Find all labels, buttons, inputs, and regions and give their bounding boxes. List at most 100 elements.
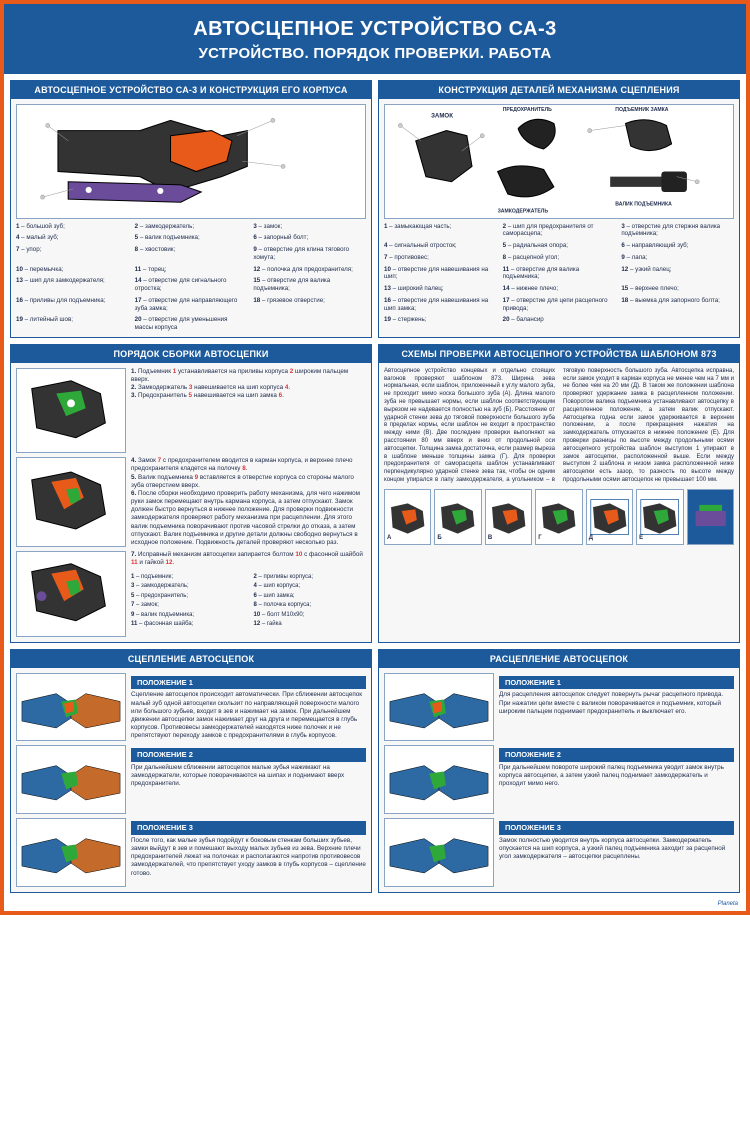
legend-item: 4 – шип корпуса;: [254, 583, 367, 591]
panel-body: Автосцепное устройство концевых и отдель…: [379, 363, 739, 642]
panel-body: 1 – большой зуб;2 – замкодержатель;3 – з…: [11, 99, 371, 337]
panel-coupling: СЦЕПЛЕНИЕ АВТОСЦЕПОК ПОЛОЖЕНИЕ 1Сцеплени…: [10, 649, 372, 893]
legend-item: 4 – сигнальный отросток;: [384, 242, 497, 250]
panel-construction: АВТОСЦЕПНОЕ УСТРОЙСТВО СА-3 И КОНСТРУКЦИ…: [10, 80, 372, 338]
legend-item: 5 – предохранитель;: [131, 593, 244, 601]
panel-title: КОНСТРУКЦИЯ ДЕТАЛЕЙ МЕХАНИЗМА СЦЕПЛЕНИЯ: [379, 81, 739, 99]
svg-text:ЗАМОК: ЗАМОК: [431, 112, 453, 119]
legend-item: 1 – замыкающая часть;: [384, 223, 497, 239]
position-diagram: [16, 673, 126, 742]
legend-item: 20 – балансир: [503, 316, 616, 324]
legend-item: 19 – стержень;: [384, 316, 497, 324]
position-diagram: [384, 673, 494, 742]
check-text: Автосцепное устройство концевых и отдель…: [384, 368, 734, 485]
diagram-step2: [16, 457, 126, 547]
legend-item: 9 – валик подъемника;: [131, 612, 244, 620]
legend-item: 4 – малый зуб;: [16, 234, 129, 242]
legend-item: 13 – широкий палец;: [384, 285, 497, 293]
legend-item: 8 – хвостовик;: [135, 246, 248, 262]
legend-item: 14 – нижнее плечо;: [503, 285, 616, 293]
panel-template-check: СХЕМЫ ПРОВЕРКИ АВТОСЦЕПНОГО УСТРОЙСТВА Ш…: [378, 344, 740, 643]
position-heading: ПОЛОЖЕНИЕ 1: [131, 676, 366, 690]
position-diagram: [384, 818, 494, 887]
panel-title: СХЕМЫ ПРОВЕРКИ АВТОСЦЕПНОГО УСТРОЙСТВА Ш…: [379, 345, 739, 363]
legend-item: 10 – перемычка;: [16, 266, 129, 274]
legend-item: 17 – отверстие для направляющего зуба за…: [135, 297, 248, 313]
panel-body: ПОЛОЖЕНИЕ 1Для расцепления автосцепок сл…: [379, 668, 739, 892]
legend-item: 2 – шип для предохранителя от саморасцеп…: [503, 223, 616, 239]
diagram-parts: ЗАМОК ПРЕДОХРАНИТЕЛЬ ПОДЪЕМНИК ЗАМКА: [384, 104, 734, 219]
check-diagram: Е: [636, 489, 683, 545]
legend-item: 3 – замок;: [253, 223, 366, 231]
check-diagram: Г: [535, 489, 582, 545]
legend-item: 11 – фасонная шайба;: [131, 621, 244, 629]
panel-body: ПОЛОЖЕНИЕ 1Сцепление автосцепок происход…: [11, 668, 371, 892]
step-text-4-6: 4. Замок 7 с предохранителем вводится в …: [131, 457, 366, 547]
legend-item: 11 – торец;: [135, 266, 248, 274]
diagram-step3: [16, 551, 126, 636]
diagram-step1: [16, 368, 126, 453]
position-text: ПОЛОЖЕНИЕ 3После того, как малые зубья п…: [131, 818, 366, 887]
legend-item: 2 – приливы корпуса;: [254, 574, 367, 582]
check-diagram: Д: [586, 489, 633, 545]
svg-text:ПОДЪЕМНИК ЗАМКА: ПОДЪЕМНИК ЗАМКА: [615, 107, 668, 113]
step-text-1-3: 1. Подъемник 1 устанавливается на прилив…: [131, 368, 366, 453]
legend-item: 17 – отверстие для цепи расцепного приво…: [503, 297, 616, 313]
diagram-coupler-body: [16, 104, 366, 219]
legend-list: 1 – большой зуб;2 – замкодержатель;3 – з…: [16, 223, 366, 332]
footer-logo: Planeta: [4, 899, 746, 911]
legend-item: 12 – гайка: [254, 621, 367, 629]
legend-item: 1 – большой зуб;: [16, 223, 129, 231]
position-row: ПОЛОЖЕНИЕ 2При дальнейшем повороте широк…: [384, 745, 734, 814]
legend-item: 7 – противовес;: [384, 254, 497, 262]
position-heading: ПОЛОЖЕНИЕ 3: [499, 821, 734, 835]
legend-item: 5 – радиальная опора;: [503, 242, 616, 250]
legend-item: 10 – отверстие для навешивания на шип;: [384, 266, 497, 282]
poster-content: АВТОСЦЕПНОЕ УСТРОЙСТВО СА-3 И КОНСТРУКЦИ…: [4, 74, 746, 899]
legend-item: 8 – полочка корпуса;: [254, 602, 367, 610]
legend-item: 6 – направляющий зуб;: [621, 242, 734, 250]
check-diagram: Б: [434, 489, 481, 545]
legend-item: 13 – шип для замкодержателя;: [16, 277, 129, 293]
panel-title: ПОРЯДОК СБОРКИ АВТОСЦЕПКИ: [11, 345, 371, 363]
position-row: ПОЛОЖЕНИЕ 1Сцепление автосцепок происход…: [16, 673, 366, 742]
panel-body: ЗАМОК ПРЕДОХРАНИТЕЛЬ ПОДЪЕМНИК ЗАМКА: [379, 99, 739, 337]
position-heading: ПОЛОЖЕНИЕ 3: [131, 821, 366, 835]
check-diagram: А: [384, 489, 431, 545]
position-text: ПОЛОЖЕНИЕ 2При дальнейшем повороте широк…: [499, 745, 734, 814]
svg-text:ВАЛИК ПОДЪЕМНИКА: ВАЛИК ПОДЪЕМНИКА: [615, 201, 672, 207]
legend-item: 6 – запорный болт;: [253, 234, 366, 242]
panel-title: АВТОСЦЕПНОЕ УСТРОЙСТВО СА-3 И КОНСТРУКЦИ…: [11, 81, 371, 99]
position-diagram: [384, 745, 494, 814]
legend-item: 7 – упор;: [16, 246, 129, 262]
position-heading: ПОЛОЖЕНИЕ 1: [499, 676, 734, 690]
svg-text:ПРЕДОХРАНИТЕЛЬ: ПРЕДОХРАНИТЕЛЬ: [503, 107, 552, 113]
diagram-row-check: АБВГДЕ: [384, 489, 734, 545]
position-diagram: [16, 745, 126, 814]
step-text-7: 7. Исправный механизм автосцепки запирае…: [131, 551, 366, 636]
legend-item: 9 – отверстие для клина тягового хомута;: [253, 246, 366, 262]
legend-item: 8 – расцепной угол;: [503, 254, 616, 262]
panel-uncoupling: РАСЦЕПЛЕНИЕ АВТОСЦЕПОК ПОЛОЖЕНИЕ 1Для ра…: [378, 649, 740, 893]
poster-header: АВТОСЦЕПНОЕ УСТРОЙСТВО СА-3 УСТРОЙСТВО. …: [4, 4, 746, 74]
legend-list: 1 – замыкающая часть; 2 – шип для предохр…: [384, 223, 734, 325]
position-text: ПОЛОЖЕНИЕ 1Для расцепления автосцепок сл…: [499, 673, 734, 742]
legend-item: 9 – лапа;: [621, 254, 734, 262]
check-diagram: В: [485, 489, 532, 545]
position-text: ПОЛОЖЕНИЕ 1Сцепление автосцепок происход…: [131, 673, 366, 742]
poster-title: АВТОСЦЕПНОЕ УСТРОЙСТВО СА-3: [14, 18, 736, 41]
panel-title: РАСЦЕПЛЕНИЕ АВТОСЦЕПОК: [379, 650, 739, 668]
legend-item: 16 – отверстие для навешивания на шип за…: [384, 297, 497, 313]
check-diagram-gauge: [687, 489, 734, 545]
legend-item: 6 – шип замка;: [254, 593, 367, 601]
legend-item: 20 – отверстие для уменьшения массы корп…: [135, 316, 248, 332]
legend-item: 19 – литейный шов;: [16, 316, 129, 332]
poster-subtitle: УСТРОЙСТВО. ПОРЯДОК ПРОВЕРКИ. РАБОТА: [14, 45, 736, 62]
position-row: ПОЛОЖЕНИЕ 1Для расцепления автосцепок сл…: [384, 673, 734, 742]
legend-item: 3 – замкодержатель;: [131, 583, 244, 591]
legend-item: 16 – приливы для подъемника;: [16, 297, 129, 313]
legend-item: 15 – отверстие для валика подъемника;: [253, 277, 366, 293]
legend-item: 5 – валик подъемника;: [135, 234, 248, 242]
legend-item: 11 – отверстие для валика подъемника;: [503, 266, 616, 282]
legend-item: 7 – замок;: [131, 602, 244, 610]
